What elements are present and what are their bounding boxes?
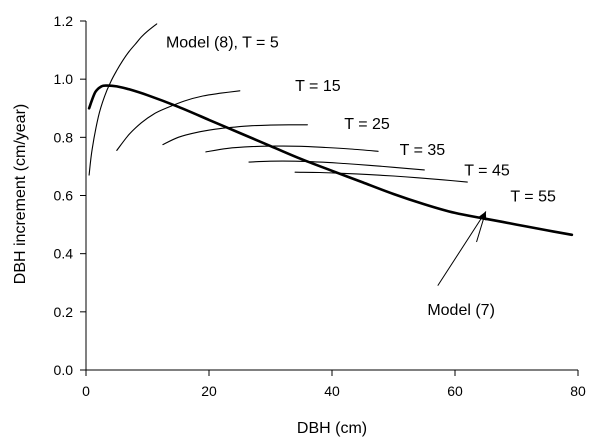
y-tick-label: 0.8 — [54, 129, 74, 145]
y-tick-label: 0.0 — [54, 362, 74, 378]
x-tick-label: 60 — [447, 383, 463, 399]
pointer-arrow-line — [437, 211, 487, 286]
series-line-t-55 — [294, 171, 468, 183]
y-axis-title: DBH increment (cm/year) — [12, 104, 29, 284]
y-tick-label: 1.0 — [54, 71, 74, 87]
series-line-t-35 — [205, 145, 379, 153]
annotation-label: Model (8), T = 5 — [166, 34, 279, 51]
x-tick-label: 40 — [324, 383, 340, 399]
annotation-label: T = 25 — [344, 116, 390, 133]
chart-curves — [87, 23, 574, 237]
annotation-label: T = 55 — [510, 189, 556, 206]
y-tick-label: 1.2 — [54, 13, 74, 29]
y-tick-label: 0.4 — [54, 246, 74, 262]
x-tick-label: 20 — [201, 383, 217, 399]
pointer-arrow-head — [480, 211, 487, 221]
chart-arrows — [437, 211, 487, 286]
series-line-t-5 — [88, 23, 158, 176]
x-axis-title: DBH (cm) — [297, 420, 367, 437]
x-tick-label: 80 — [570, 383, 586, 399]
series-line-t-15 — [116, 90, 241, 151]
series-line-model-7 — [87, 84, 574, 237]
series-line-t-45 — [248, 160, 425, 171]
annotation-label: T = 35 — [400, 142, 446, 159]
annotation-label: T = 45 — [464, 162, 510, 179]
annotation-label: T = 15 — [295, 78, 341, 95]
y-tick-label: 0.2 — [54, 304, 74, 320]
x-tick-label: 0 — [82, 383, 90, 399]
y-tick-label: 0.6 — [54, 188, 74, 204]
annotation-label: Model (7) — [427, 302, 495, 319]
chart-axes: 0 20 40 60 80 0.0 0.2 0.4 0.6 0.8 1.0 1.2 — [54, 13, 586, 399]
chart-annotations: Model (8), T = 5 T = 15 T = 25 T = 35 T = 45… — [166, 34, 556, 319]
series-line-t-25 — [162, 124, 308, 146]
